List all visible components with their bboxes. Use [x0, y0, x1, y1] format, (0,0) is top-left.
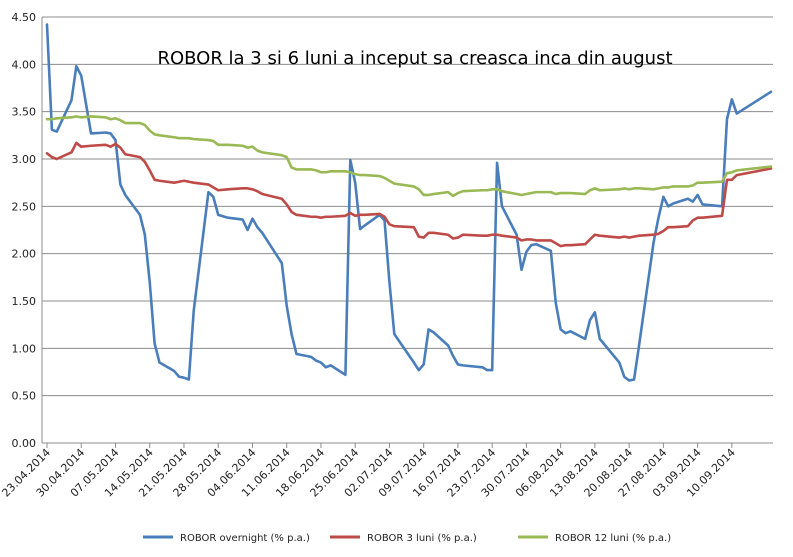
y-axis: 0.00 0.50 1.00 1.50 2.00 2.50 3.00 3.50 4.00 4.50: [12, 11, 43, 450]
chart-title: ROBOR la 3 si 6 luni a inceput sa creasc…: [157, 48, 672, 69]
series-lines: [45, 23, 773, 382]
legend-label: ROBOR 12 luni (% p.a.): [555, 533, 671, 544]
legend: ROBOR overnight (% p.a.) ROBOR 3 luni (% …: [143, 533, 671, 544]
y-tick-label: 4.50: [12, 11, 37, 24]
series-line-2: [45, 141, 773, 248]
y-tick-label: 2.00: [12, 248, 37, 261]
gridlines: [42, 16, 773, 444]
y-tick-label: 1.00: [12, 342, 37, 355]
legend-label: ROBOR overnight (% p.a.): [180, 533, 310, 544]
y-tick-label: 4.00: [12, 58, 37, 71]
y-tick-label: 2.50: [12, 200, 37, 213]
y-tick-label: 0.50: [12, 390, 37, 403]
y-tick-label: 0.00: [12, 437, 37, 450]
y-tick-label: 3.50: [12, 106, 37, 119]
legend-label: ROBOR 3 luni (% p.a.): [367, 533, 477, 544]
series-line-3: [45, 115, 773, 198]
y-tick-label: 1.50: [12, 295, 37, 308]
series-line-1: [45, 23, 773, 382]
y-tick-label: 3.00: [12, 153, 37, 166]
